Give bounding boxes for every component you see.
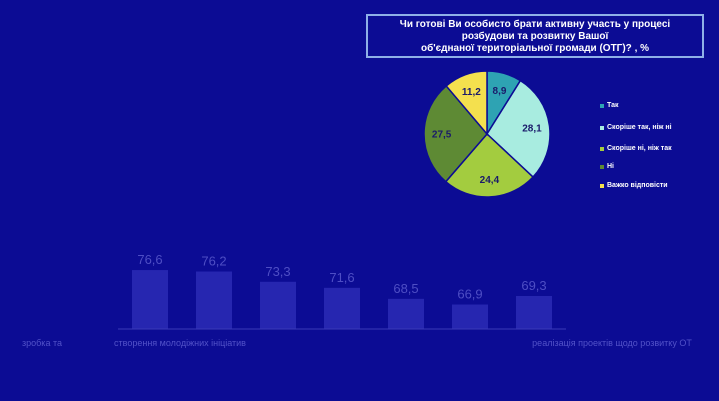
bar-value-label-7: 69,3	[521, 278, 546, 293]
legend-swatch-3	[600, 146, 604, 151]
legend-swatch-1	[600, 103, 604, 108]
bar-value-label-6: 66,9	[457, 287, 482, 302]
pie-slice-2	[486, 79, 551, 179]
pie-title-line-1: Чи готові Ви особисто брати активну учас…	[399, 19, 671, 30]
bar-category-labels: зробка та створення молодіжних ініціатив…	[0, 338, 719, 352]
legend-label-2: Скоріше так, ніж ні	[607, 124, 672, 131]
pie-value-label-4: 27,5	[432, 129, 452, 140]
legend-item-1: Так	[600, 102, 619, 109]
legend-label-5: Важко відповісти	[607, 182, 668, 189]
pie-value-label-5: 11,2	[462, 87, 481, 98]
legend-item-2: Скоріше так, ніж ні	[600, 124, 672, 131]
bar-value-label-1: 76,6	[137, 252, 162, 267]
bar-value-label-2: 76,2	[201, 253, 226, 268]
bar-2	[196, 271, 232, 329]
legend-swatch-2	[600, 125, 604, 130]
legend-swatch-4	[600, 164, 604, 169]
bar-category-label-2: створення молодіжних ініціатив	[114, 338, 246, 348]
bar-value-label-5: 68,5	[393, 281, 418, 296]
pie-title-line-2: розбудови та розвитку Вашої	[461, 31, 609, 42]
pie-slice-4	[423, 84, 488, 183]
bar-category-label-1: зробка та	[22, 338, 62, 348]
pie-slice-5	[445, 70, 488, 137]
pie-slice-3	[444, 132, 535, 198]
bar-1	[132, 270, 168, 329]
pie-value-label-3: 24,4	[480, 175, 500, 186]
bar-value-label-3: 73,3	[265, 264, 290, 279]
legend-item-5: Важко відповісти	[600, 182, 668, 189]
bar-3	[260, 281, 296, 329]
legend-label-3: Скоріше ні, ніж так	[607, 145, 672, 152]
bar-value-label-4: 71,6	[329, 270, 354, 285]
legend-item-3: Скоріше ні, ніж так	[600, 145, 672, 152]
bar-6	[452, 304, 488, 329]
pie-value-label-2: 28,1	[522, 124, 542, 135]
bar-7	[516, 295, 552, 329]
legend-swatch-5	[600, 183, 604, 188]
bar-5	[388, 298, 424, 329]
bar-category-label-3: реалізація проектів щодо розвитку ОТ	[532, 338, 692, 348]
pie-value-label-1: 8,9	[493, 86, 507, 97]
bar-4	[324, 287, 360, 329]
legend-label-1: Так	[607, 102, 619, 109]
pie-chart-title: Чи готові Ви особисто брати активну учас…	[366, 14, 704, 58]
pie-title-line-3: об'єднаної територіальної громади (ОТГ)?…	[420, 43, 650, 54]
legend-item-4: Ні	[600, 163, 614, 170]
legend-label-4: Ні	[607, 163, 614, 170]
